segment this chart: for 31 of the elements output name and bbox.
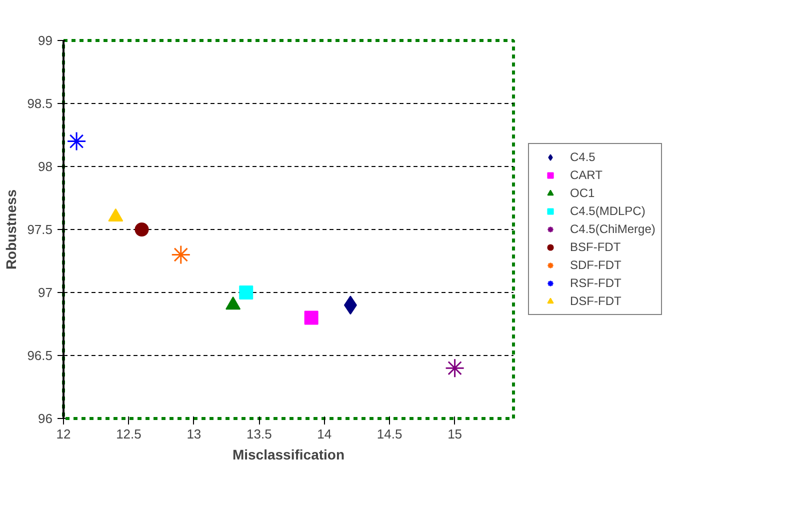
legend-label: SDF-FDT [570, 258, 622, 272]
x-tick-label: 14.5 [376, 426, 402, 442]
legend-label: RSF-FDT [570, 276, 622, 290]
y-axis-title: Robustness [3, 189, 20, 270]
legend-label: BSF-FDT [570, 240, 621, 254]
x-tick-label: 13.5 [246, 426, 272, 442]
y-tick-label: 97 [38, 285, 53, 300]
point [239, 286, 254, 300]
legend-label: DSF-FDT [570, 294, 622, 308]
point [66, 132, 86, 152]
point [171, 244, 191, 264]
x-tick-label: 12 [56, 426, 71, 442]
y-tick-label: 98.5 [27, 96, 53, 111]
x-axis-title: Misclassification [232, 446, 345, 462]
legend-label: C4.5(MDLPC) [570, 204, 646, 218]
y-tick-label: 98 [38, 159, 53, 174]
x-tick-label: 13 [186, 426, 202, 442]
legend-label: CART [570, 168, 602, 182]
point [134, 222, 149, 236]
y-tick-label: 99 [38, 33, 53, 48]
y-tick-label: 97.5 [27, 222, 53, 237]
x-tick-label: 15 [448, 426, 462, 442]
point [304, 310, 318, 325]
y-tick-label: 96.5 [27, 348, 53, 363]
x-tick-label: 12.5 [116, 426, 142, 442]
legend-label: C4.5(ChiMerge) [570, 222, 656, 236]
x-tick-label: 14 [317, 426, 332, 442]
point [445, 358, 465, 378]
y-tick-label: 96 [38, 411, 53, 426]
legend-label: OC1 [570, 186, 595, 200]
legend-label: C4.5 [570, 150, 596, 164]
